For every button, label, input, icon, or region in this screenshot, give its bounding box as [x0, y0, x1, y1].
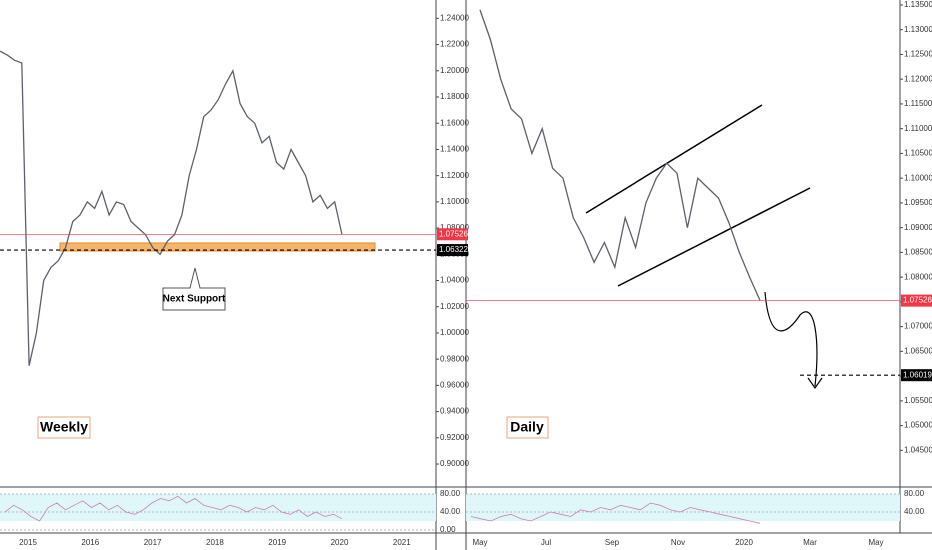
x-tick-label: 2019 — [268, 538, 286, 547]
y-tick-label: 1.06500 — [904, 346, 932, 355]
y-tick-label: 1.20000 — [440, 66, 469, 75]
support-zone — [59, 242, 376, 252]
rsi-band — [0, 494, 436, 521]
y-tick-label: 1.04500 — [904, 445, 932, 454]
price-tag-label: 1.07526 — [439, 229, 468, 238]
y-tick-label: 1.00000 — [440, 328, 469, 337]
y-tick-label: 0.98000 — [440, 354, 469, 363]
y-tick-label: 1.11500 — [904, 99, 932, 108]
y-tick-label: 1.22000 — [440, 40, 469, 49]
channel-line — [585, 104, 763, 214]
price-tag — [437, 228, 468, 241]
y-tick-label: 1.08500 — [904, 248, 932, 257]
rsi-line — [4, 495, 343, 522]
timeframe-label: Daily — [510, 419, 544, 435]
y-tick-label: 1.04000 — [440, 276, 469, 285]
y-tick-label: 1.05500 — [904, 396, 932, 405]
x-tick-label: Sep — [605, 538, 620, 547]
x-tick-label: Mar — [803, 538, 817, 547]
x-tick-label: May — [868, 538, 883, 547]
x-tick-label: 2020 — [735, 538, 753, 547]
y-tick-label: 1.07000 — [904, 322, 932, 331]
channel-line — [617, 187, 811, 287]
label-box — [37, 416, 91, 439]
price-tag-label: 1.06019 — [903, 370, 932, 379]
y-tick-label: 0.92000 — [440, 433, 469, 442]
label-box — [506, 416, 549, 439]
y-tick-label: 1.10500 — [904, 149, 932, 158]
x-tick-label: Nov — [671, 538, 685, 547]
y-tick-label: 1.13000 — [904, 25, 932, 34]
y-tick-label: 1.05000 — [904, 421, 932, 430]
y-tick-label: 1.10000 — [440, 197, 469, 206]
y-tick-label: 1.10000 — [904, 173, 932, 182]
x-tick-label: 2015 — [19, 538, 37, 547]
rsi-line — [470, 502, 761, 524]
rsi-tick-label: 40.00 — [904, 507, 925, 516]
price-tag-label: 1.06322 — [439, 245, 468, 254]
price-line — [0, 50, 343, 366]
rsi-tick-label: 0.00 — [440, 525, 456, 534]
y-tick-label: 1.13500 — [904, 0, 932, 9]
y-tick-label: 1.11000 — [904, 124, 932, 133]
callout-box — [162, 267, 226, 311]
y-tick-label: 0.96000 — [440, 380, 469, 389]
rsi-tick-label: 80.00 — [440, 489, 461, 498]
callout-text: Next Support — [163, 294, 226, 305]
y-tick-label: 1.08000 — [440, 223, 469, 232]
y-tick-label: 1.12500 — [904, 50, 932, 59]
y-tick-label: 0.94000 — [440, 407, 469, 416]
arrow-head — [807, 377, 823, 390]
y-tick-label: 1.09000 — [904, 223, 932, 232]
y-tick-label: 0.90000 — [440, 459, 469, 468]
y-tick-label: 1.14000 — [440, 145, 469, 154]
timeframe-label: Weekly — [40, 419, 88, 435]
y-tick-label: 1.16000 — [440, 118, 469, 127]
price-tag — [437, 244, 468, 257]
x-tick-label: May — [472, 538, 487, 547]
projection-arrow — [764, 291, 818, 387]
rsi-band — [466, 494, 900, 521]
rsi-tick-label: 80.00 — [904, 489, 925, 498]
y-tick-label: 1.24000 — [440, 13, 469, 22]
x-tick-label: 2020 — [331, 538, 349, 547]
y-tick-label: 1.08000 — [904, 272, 932, 281]
x-tick-label: Jul — [541, 538, 551, 547]
price-tag — [901, 294, 932, 307]
x-tick-label: 2021 — [393, 538, 411, 547]
y-tick-label: 1.18000 — [440, 92, 469, 101]
x-tick-label: 2017 — [144, 538, 162, 547]
y-tick-label: 1.12000 — [904, 74, 932, 83]
y-tick-label: 1.12000 — [440, 171, 469, 180]
y-tick-label: 1.02000 — [440, 302, 469, 311]
price-line — [479, 9, 761, 301]
rsi-tick-label: 40.00 — [440, 507, 461, 516]
price-tag-label: 1.07526 — [903, 296, 932, 305]
y-tick-label: 1.09500 — [904, 198, 932, 207]
x-tick-label: 2018 — [206, 538, 224, 547]
x-tick-label: 2016 — [81, 538, 99, 547]
price-tag — [901, 369, 932, 382]
